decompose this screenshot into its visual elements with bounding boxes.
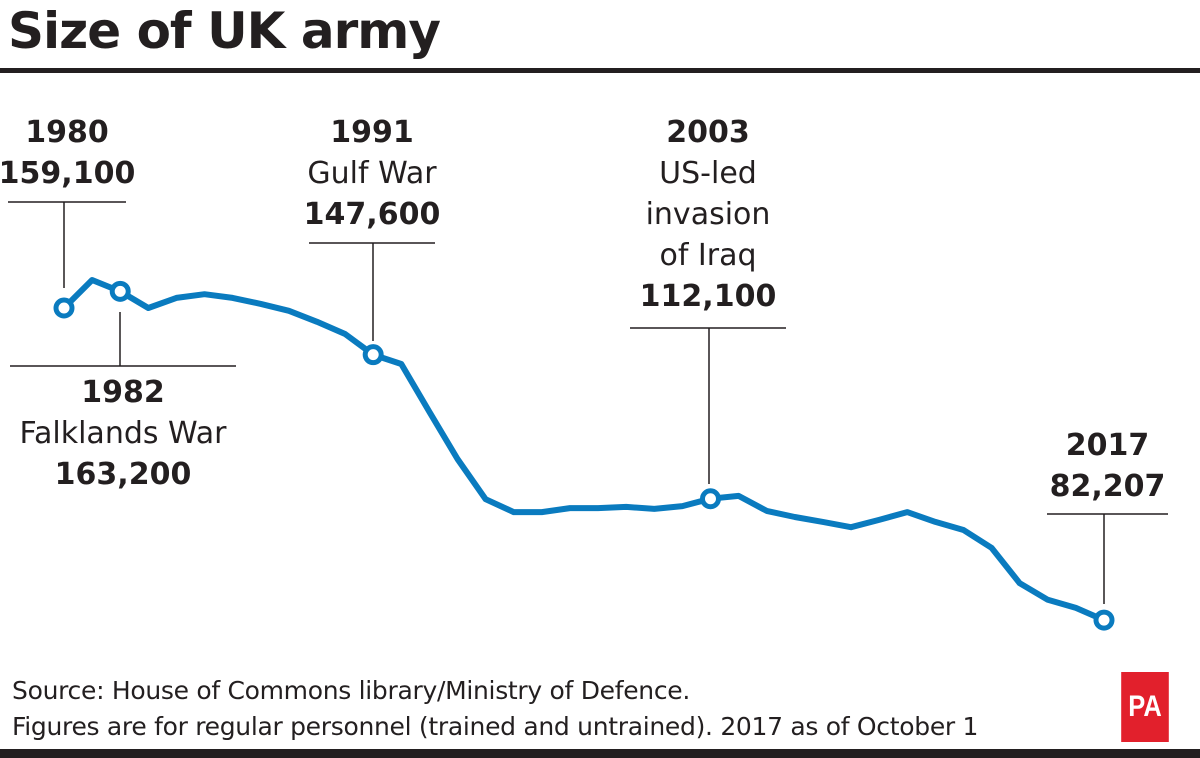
marker-2017 <box>1093 609 1115 631</box>
annotation-2017-line: 2017 <box>1065 428 1150 463</box>
series-line <box>61 277 1106 623</box>
annotation-1982-line: 163,200 <box>54 457 192 492</box>
annotation-1991-line: Gulf War <box>307 156 437 191</box>
annotation-1991: 1991 Gulf War 147,600 <box>304 112 441 235</box>
annotation-2003-line: invasion <box>645 197 771 232</box>
bottom-rule <box>0 749 1200 758</box>
annotation-1982-line: 1982 <box>81 375 165 410</box>
annotation-1980: 1980 159,100 <box>0 112 135 194</box>
marker-1991 <box>362 344 384 366</box>
marker-2003 <box>699 488 721 510</box>
annotation-2003-line: of Iraq <box>659 238 757 273</box>
annotation-2003-line: US-led <box>659 156 757 191</box>
source-text: Source: House of Commons library/Ministr… <box>12 676 691 705</box>
chart-title: Size of UK army <box>8 2 441 60</box>
annotation-1980-line: 159,100 <box>0 156 136 191</box>
note-text: Figures are for regular personnel (train… <box>12 712 979 741</box>
annotation-2003: 2003 US-led invasion of Iraq 112,100 <box>640 112 777 317</box>
footnote: Source: House of Commons library/Ministr… <box>12 673 978 745</box>
marker-1980 <box>53 297 75 319</box>
annotation-1982: 1982 Falklands War 163,200 <box>20 372 227 495</box>
annotation-1980-line: 1980 <box>25 115 109 150</box>
pa-logo: PA <box>1121 672 1169 742</box>
annotation-2003-line: 2003 <box>666 115 750 150</box>
annotation-1991-line: 147,600 <box>303 197 441 232</box>
marker-1982 <box>109 280 131 302</box>
annotation-1991-line: 1991 <box>330 115 414 150</box>
annotation-2017: 2017 82,207 <box>1050 425 1166 507</box>
title-rule <box>0 68 1200 73</box>
annotation-2003-line: 112,100 <box>639 279 777 314</box>
annotation-2017-line: 82,207 <box>1049 469 1166 504</box>
annotation-1982-line: Falklands War <box>19 416 227 451</box>
